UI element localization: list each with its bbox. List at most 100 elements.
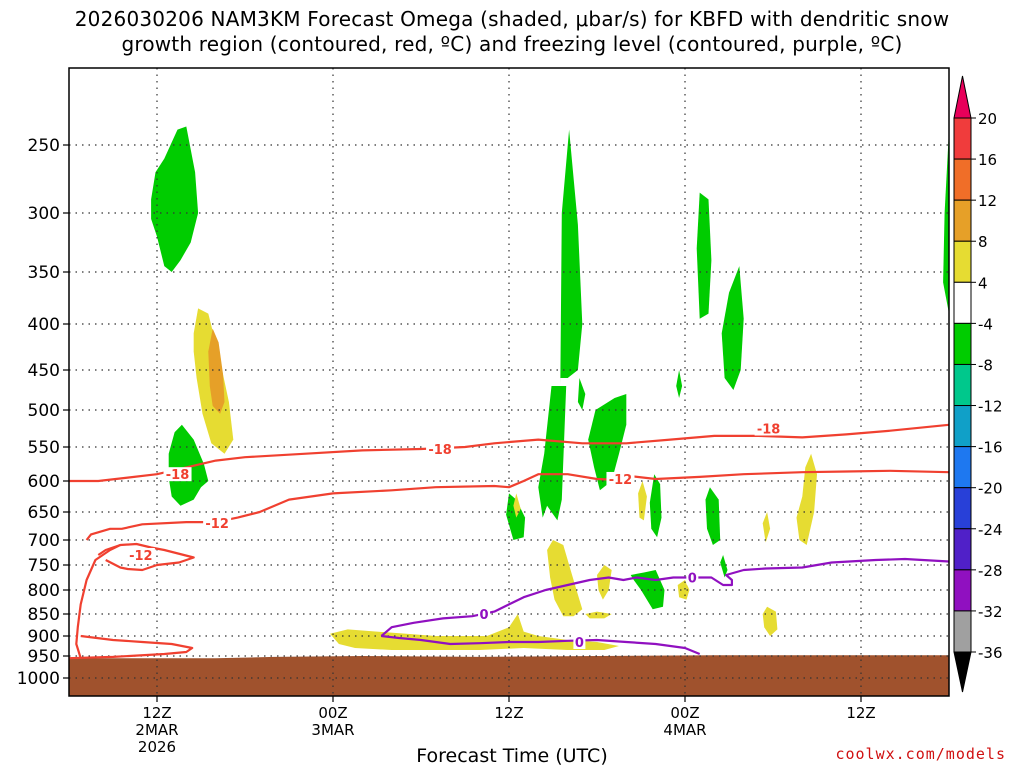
contour-label-3: -12 [205,517,229,532]
colorbar-top-arrow [953,75,972,119]
contour-label-bg-3 [203,516,232,531]
x-tick-label-6-2: 2026 [138,738,176,756]
omega-region-green-0 [151,126,199,272]
omega-region-green-5 [538,386,567,521]
colorbar-label-7: -12 [978,398,1003,416]
y-tick-label-600: 600 [28,472,60,492]
y-tick-label-350: 350 [28,263,60,283]
chart-title-line-1: 2026030206 NAM3KM Forecast Omega (shaded… [74,7,950,31]
omega-region-green-16 [943,129,949,314]
y-tick-label-250: 250 [28,136,60,156]
colorbar-swatch-6 [953,363,972,407]
x-tick-label-42-0: 00Z [670,704,699,722]
colorbar-label-10: -24 [978,521,1003,539]
omega-region-green-3 [168,424,209,506]
contour-label-bg-0 [163,467,192,482]
contour-label-bg-5 [606,471,635,486]
omega-region-green-12 [705,487,721,545]
contour-label-bg-4 [126,548,155,562]
contour-purple_contour-6 [381,634,701,656]
omega-region-yellow-23 [585,611,612,619]
contour-label-4: -12 [129,549,153,564]
contour-label-5: -12 [609,473,633,488]
colorbar-swatch-11 [953,569,972,612]
colorbar-swatch-8 [953,446,972,489]
y-tick-label-550: 550 [28,438,60,458]
y-tick-label-850: 850 [28,605,60,625]
omega-region-green-15 [720,555,728,578]
x-tick-label-30-0: 12Z [494,704,523,722]
omega-region-yellow-22 [597,565,612,600]
omega-region-yellow-20 [796,453,817,545]
colorbar-label-0: 20 [978,110,997,128]
terrain-fill [69,655,949,696]
contour-red_contour-4 [69,634,194,660]
contour-label-8: 0 [575,636,584,651]
colorbar-swatch-10 [953,528,972,571]
chart-title-line-2: growth region (contoured, red, ºC) and f… [121,32,903,56]
colorbar-swatch-2 [953,199,972,242]
y-tick-label-450: 450 [28,361,60,381]
y-tick-label-500: 500 [28,401,60,421]
colorbar-swatch-0 [953,117,972,160]
contour-label-6: 0 [480,608,489,623]
omega-region-green-10 [676,370,683,398]
contour-label-0: -18 [166,468,190,483]
colorbar-label-9: -20 [978,480,1003,498]
y-tick-label-750: 750 [28,556,60,576]
y-tick-label-700: 700 [28,531,60,551]
omega-region-yellow-24 [677,580,690,600]
y-tick-label-950: 950 [28,647,60,667]
x-tick-label-6-0: 12Z [142,704,171,722]
x-axis-label: Forecast Time (UTC) [416,745,608,767]
plot-area: -18 -18 -18 -12 -12 -12 0 0 0 [69,68,949,696]
colorbar-bottom-arrow [953,651,972,693]
y-tick-label-900: 900 [28,627,60,647]
x-tick-label-6-1: 2MAR [135,721,178,739]
y-tick-label-300: 300 [28,204,60,224]
contour-label-bg-6 [478,607,491,621]
colorbar-label-3: 8 [978,233,988,251]
x-tick-label-18-0: 00Z [318,704,347,722]
x-tick-label-18-1: 3MAR [311,721,354,739]
contour-label-1: -18 [428,443,452,458]
colorbar-swatch-3 [953,240,972,283]
contour-label-bg-2 [754,421,783,436]
contour-red_contour-1 [85,469,949,541]
y-tick-label-650: 650 [28,503,60,523]
colorbar-swatch-9 [953,487,972,530]
omega-region-green-6 [560,129,583,386]
colorbar-swatch-4 [953,281,972,324]
colorbar-swatch-1 [953,158,972,201]
colorbar-label-4: 4 [978,274,988,292]
contour-red_contour-3 [75,544,121,659]
colorbar-label-2: 12 [978,192,997,210]
y-tick-label-1000: 1000 [17,669,60,689]
contour-label-7: 0 [688,572,697,587]
x-tick-label-42-1: 4MAR [663,721,706,739]
colorbar-swatch-5 [953,322,972,365]
omega-region-green-4 [506,493,526,540]
omega-region-green-7 [577,378,586,410]
colorbar-label-6: -8 [978,356,993,374]
omega-region-yellow-25 [762,606,778,636]
colorbar-label-8: -16 [978,439,1003,457]
site-credit: coolwx.com/models [835,745,1006,763]
omega-region-yellow-18 [638,481,647,521]
contour-purple_contour-5 [380,557,949,637]
contour-label-2: -18 [757,423,781,438]
omega-region-green-11 [696,192,712,319]
colorbar-label-12: -32 [978,603,1003,621]
contour-label-bg-8 [573,635,586,649]
colorbar-swatch-12 [953,610,972,653]
y-tick-label-400: 400 [28,315,60,335]
omega-region-orange-2 [208,328,225,414]
x-tick-label-54-0: 12Z [846,704,875,722]
omega-region-green-9 [649,474,662,538]
colorbar-label-1: 16 [978,151,997,169]
omega-region-yellow-19 [762,512,771,543]
omega-region-green-13 [721,266,744,390]
colorbar-swatch-7 [953,405,972,448]
colorbar-label-5: -4 [978,315,993,333]
